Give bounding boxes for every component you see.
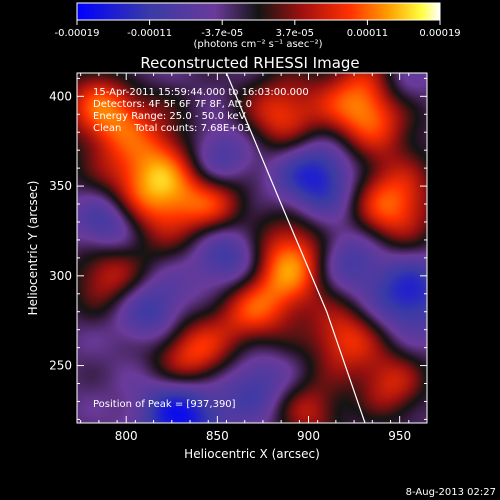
colorbar-ticks: -0.00019 -0.00011 -3.7e-05 3.7e-05 0.00011 0.…: [55, 20, 461, 39]
heatmap-image: [77, 73, 427, 423]
annotation-detectors: Detectors: 4F 5F 6F 7F 8F, Att 0: [93, 99, 252, 110]
colorbar-tick-label: 0.00011: [347, 28, 388, 39]
solar-limb-curve: [225, 72, 366, 424]
x-tick-label: 950: [388, 429, 411, 443]
annotation-time-range: 15-Apr-2011 15:59:44.000 to 16:03:00.000: [93, 87, 309, 98]
colorbar-tick-label: 0.00019: [419, 28, 460, 39]
y-axis-label: Heliocentric Y (arcsec): [26, 181, 40, 316]
plot-frame: [76, 72, 428, 424]
annotation-energy-range: Energy Range: 25.0 - 50.0 keV: [93, 111, 246, 122]
x-tick-label: 850: [206, 429, 229, 443]
colorbar-tick-label: -0.00019: [55, 28, 100, 39]
colorbar-tick-label: -3.7e-05: [201, 28, 243, 39]
y-tick-label: 250: [49, 359, 72, 373]
axis-ticks: 800 850 900 950 250 300 350 400: [49, 73, 428, 443]
x-tick-label: 900: [297, 429, 320, 443]
annotation-total-counts: Clean Total counts: 7.68E+03: [93, 123, 250, 134]
colorbar-unit-label: (photons cm⁻² s⁻¹ asec⁻²): [193, 39, 322, 50]
colorbar-tick-label: -0.00011: [127, 28, 172, 39]
colorbar-tick-label: 3.7e-05: [276, 28, 314, 39]
heatmap-container: [77, 73, 427, 423]
footer-timestamp: 8-Aug-2013 02:27: [406, 487, 496, 498]
x-tick-label: 800: [115, 429, 138, 443]
y-tick-label: 350: [49, 179, 72, 193]
x-axis-label: Heliocentric X (arcsec): [184, 447, 320, 461]
y-tick-label: 400: [49, 89, 72, 103]
y-tick-label: 300: [49, 269, 72, 283]
chart-title: Reconstructed RHESSI Image: [140, 54, 359, 72]
colorbar: [76, 2, 441, 21]
peak-position-label: Position of Peak = [937,390]: [93, 399, 236, 410]
